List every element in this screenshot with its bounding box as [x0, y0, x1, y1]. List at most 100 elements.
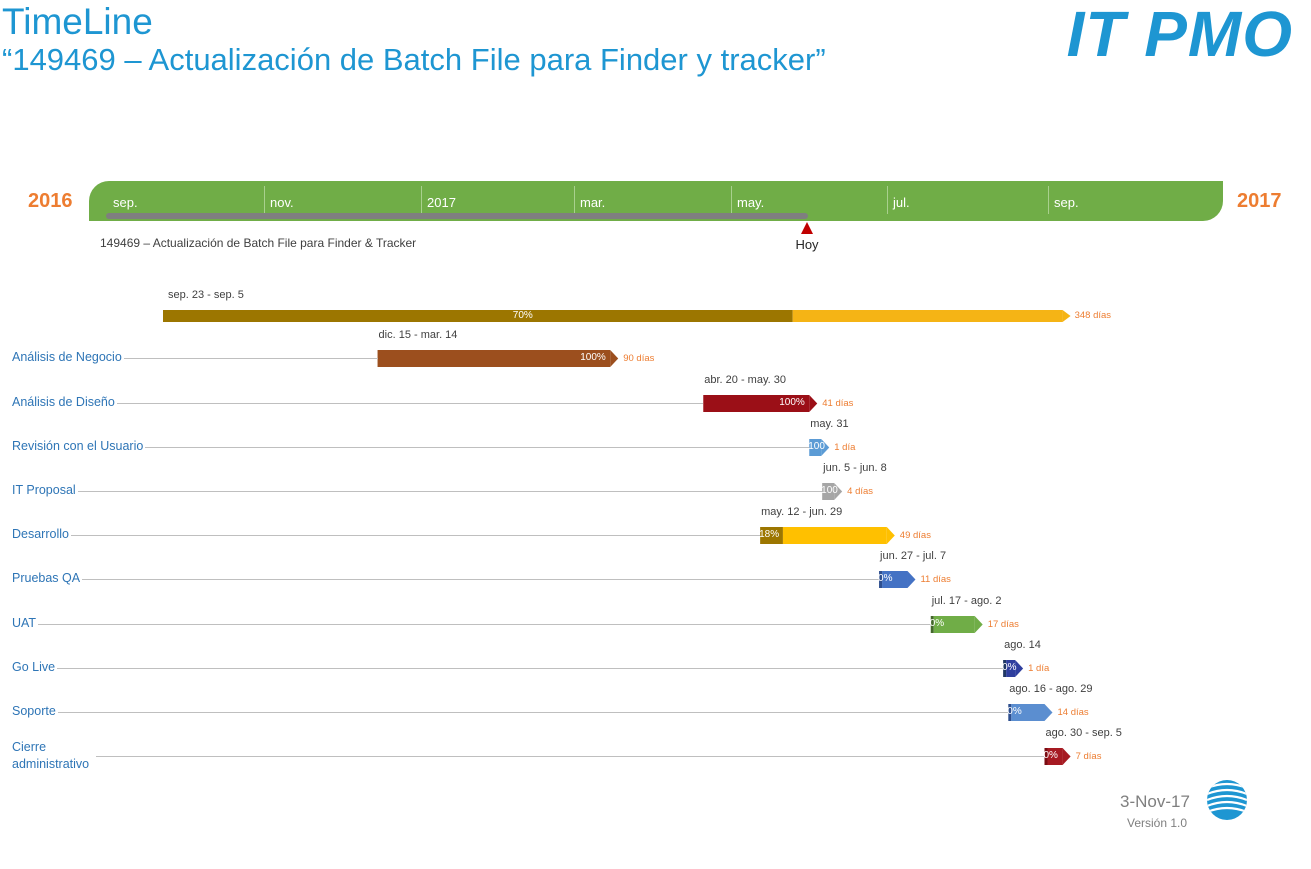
summary-bar-done [163, 310, 793, 322]
task-leader-line [117, 403, 704, 404]
task-dates-label: ago. 30 - sep. 5 [1045, 727, 1122, 739]
scale-separator [574, 186, 575, 214]
task-dates-label: ago. 16 - ago. 29 [1009, 683, 1093, 695]
task-dates-label: jul. 17 - ago. 2 [931, 595, 1002, 607]
scale-label: jul. [893, 195, 910, 210]
today-triangle-icon [801, 222, 813, 234]
task-bar-done [1008, 704, 1012, 721]
task-name-label: Revisión con el Usuario [12, 439, 144, 453]
task-bar-arrow [834, 483, 843, 500]
task-duration-label: 17 días [987, 619, 1019, 630]
task-dates-label: may. 31 [810, 418, 849, 430]
scale-label: 2017 [427, 195, 456, 210]
task-percent-label: 0% [1043, 750, 1058, 761]
scale-label: nov. [270, 195, 294, 210]
summary-bar-remaining [792, 310, 1063, 322]
summary-dates-label: sep. 23 - sep. 5 [168, 289, 244, 301]
scale-separator [1048, 186, 1049, 214]
task-dates-label: dic. 15 - mar. 14 [378, 329, 458, 341]
task-duration-label: 90 días [623, 353, 655, 364]
page-title: TimeLine [2, 1, 153, 42]
task-duration-label: 4 días [847, 486, 874, 497]
task-name-label: Análisis de Negocio [12, 350, 122, 364]
task-leader-line [57, 668, 1004, 669]
task-bar-arrow [1062, 748, 1071, 765]
task-name-label: Cierre administrativo [12, 740, 90, 771]
task-bar-remaining [782, 527, 887, 544]
task-bar-arrow [1015, 660, 1024, 677]
task-name-label: IT Proposal [12, 483, 76, 497]
scale-label: sep. [1054, 195, 1079, 210]
task-percent-label: 100% [580, 352, 606, 363]
task-bar-remaining [933, 616, 975, 633]
task-percent-label: 100% [779, 397, 805, 408]
task-duration-label: 1 día [1028, 663, 1050, 674]
task-percent-label: 18% [759, 529, 780, 540]
task-percent-label: 100 [821, 485, 838, 496]
task-dates-label: jun. 5 - jun. 8 [823, 462, 887, 474]
task-leader-line [96, 756, 1045, 757]
scale-separator [421, 186, 422, 214]
att-globe-icon [1207, 780, 1247, 820]
task-dates-label: may. 12 - jun. 29 [761, 506, 843, 518]
task-bar-done [930, 616, 934, 633]
task-percent-label: 0% [1007, 706, 1022, 717]
task-bar-done [809, 439, 822, 456]
task-name-label: Soporte [12, 704, 56, 718]
scale-label: sep. [113, 195, 138, 210]
task-percent-label: 0% [1002, 662, 1017, 673]
task-bar-done [1003, 660, 1007, 677]
task-duration-label: 14 días [1057, 707, 1089, 718]
task-percent-label: 0% [929, 618, 945, 629]
today-marker: Hoy [795, 222, 819, 252]
task-bar-remaining [1047, 748, 1063, 765]
page-subtitle: “149469 – Actualización de Batch File pa… [2, 42, 826, 77]
task-bar-remaining [1006, 660, 1016, 677]
summary-duration-label: 348 días [1074, 310, 1112, 321]
task-bar-arrow [821, 439, 830, 456]
task-bar-arrow [610, 350, 619, 367]
scale-separator [887, 186, 888, 214]
task-dates-label: jun. 27 - jul. 7 [880, 550, 947, 562]
task-name-label: UAT [12, 616, 37, 630]
summary-bar-arrow [1062, 310, 1071, 322]
task-dates-label: ago. 14 [1004, 639, 1041, 651]
task-leader-line [78, 491, 823, 492]
scale-separator [264, 186, 265, 214]
task-bar-remaining [882, 571, 908, 588]
scale-label: may. [737, 195, 765, 210]
task-percent-label: 100 [808, 441, 825, 452]
task-bar-done [703, 395, 810, 412]
task-bar-done [760, 527, 783, 544]
task-name-label: Desarrollo [12, 527, 69, 541]
task-leader-line [145, 447, 810, 448]
task-leader-line [82, 579, 880, 580]
task-duration-label: 1 día [834, 442, 856, 453]
task-duration-label: 11 días [920, 574, 951, 585]
project-label: 149469 – Actualización de Batch File par… [100, 236, 417, 250]
task-bar-done [822, 483, 835, 500]
footer-date: 3-Nov-17 [1120, 792, 1190, 811]
task-bar-arrow [1044, 704, 1053, 721]
task-bar-arrow [974, 616, 983, 633]
task-bar-done [1044, 748, 1048, 765]
timeline-progress-track [106, 213, 808, 219]
task-name-label: Pruebas QA [12, 571, 81, 585]
it-pmo-logo: IT PMO [1066, 0, 1293, 70]
today-label: Hoy [795, 237, 819, 252]
task-duration-label: 41 días [822, 398, 854, 409]
task-bar-done [879, 571, 883, 588]
summary-percent-label: 70% [512, 310, 533, 321]
task-bar-arrow [886, 527, 895, 544]
task-leader-line [71, 535, 761, 536]
task-name-label: Análisis de Diseño [12, 395, 115, 409]
task-leader-line [38, 624, 931, 625]
task-duration-label: 49 días [899, 530, 931, 541]
task-name-label: Go Live [12, 660, 56, 674]
footer-version: Versión 1.0 [1127, 816, 1188, 830]
task-percent-label: 0% [878, 573, 893, 584]
task-leader-line [58, 712, 1009, 713]
task-bar-arrow [907, 571, 916, 588]
task-duration-label: 7 días [1075, 751, 1102, 762]
